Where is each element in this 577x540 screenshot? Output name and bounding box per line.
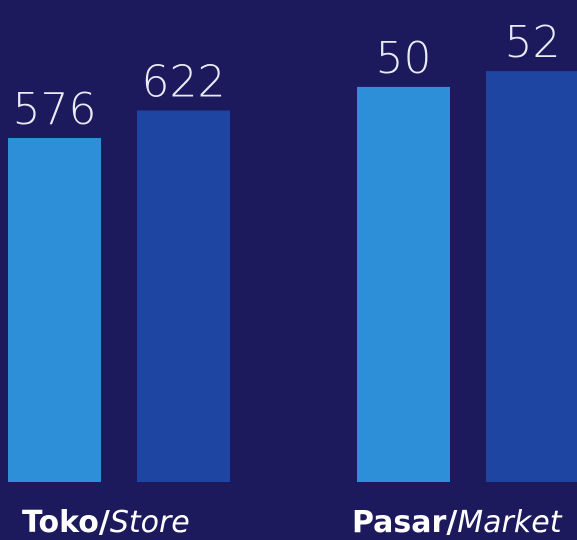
bar bbox=[486, 71, 577, 483]
value-label: 622 bbox=[142, 56, 226, 107]
bar bbox=[137, 110, 230, 482]
bar bbox=[357, 86, 450, 482]
category-label-english: Market bbox=[457, 505, 562, 540]
value-label: 50 bbox=[376, 33, 432, 84]
category-label: Toko/Store bbox=[22, 505, 190, 540]
value-label: 576 bbox=[13, 84, 97, 135]
value-label: 52 bbox=[505, 17, 561, 68]
category-label-main: Pasar/ bbox=[352, 505, 457, 540]
category-label-main: Toko/ bbox=[22, 505, 110, 540]
category-label: Pasar/Market bbox=[352, 505, 563, 540]
category-label-english: Store bbox=[110, 505, 190, 540]
bar bbox=[8, 137, 101, 482]
